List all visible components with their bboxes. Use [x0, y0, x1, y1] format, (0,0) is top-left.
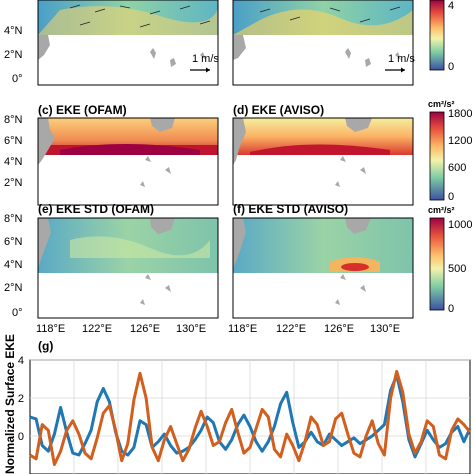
y-axis-label: Normalized Surface EKE	[3, 334, 17, 474]
panel-title: (d) EKE (AVISO)	[233, 103, 324, 117]
lat-tick: 4°N	[4, 25, 23, 37]
colorbar-tick: 4	[448, 0, 454, 12]
lon-tick: 122°E	[82, 323, 112, 335]
colorbar-tick: 1800	[448, 108, 472, 120]
vector-scale-label: 1 m/s	[192, 53, 219, 65]
vector-scale-label: 1 m/s	[388, 53, 415, 65]
land	[38, 118, 55, 165]
lon-tick: 126°E	[324, 323, 354, 335]
colorbar-eke: cm²/s² 1800 1200 600 0	[428, 99, 472, 203]
panel-c: (c) EKE (OFAM) 8°N 6°N 4°N 2°N	[4, 103, 219, 206]
colorbar-top: 4 0	[429, 0, 454, 73]
colorbar-tick: 0	[448, 61, 454, 73]
colorbar-tick: 1000	[448, 219, 472, 231]
colorbar-unit: cm²/s²	[428, 205, 455, 215]
y-tick-label: 4	[18, 355, 24, 367]
series-line-2	[29, 369, 472, 466]
colorbar-tick: 1200	[448, 135, 472, 147]
lat-tick: 6°N	[4, 135, 23, 147]
lat-tick: 2°N	[4, 282, 23, 294]
lat-tick: 4°N	[4, 156, 23, 168]
panel-g: 4 2 0	[18, 355, 472, 474]
vector-field	[69, 4, 211, 28]
lat-tick: 2°N	[4, 49, 23, 61]
colorbar-tick: 500	[448, 263, 466, 275]
colorbar-tick: 0	[448, 191, 454, 203]
colorbar-tick: 0	[448, 303, 454, 315]
panel-f: (f) EKE STD (AVISO)	[232, 202, 414, 319]
lon-axis-e: 118°E 122°E 126°E 130°E	[36, 323, 206, 335]
lon-tick: 118°E	[228, 323, 257, 335]
lon-tick: 122°E	[276, 323, 306, 335]
lat-tick: 2°N	[4, 177, 23, 189]
colorbar-std: cm²/s² 1000 500 0	[428, 205, 472, 315]
lat-tick: 0°	[12, 73, 23, 85]
panel-title: (f) EKE STD (AVISO)	[233, 202, 348, 216]
land	[150, 118, 175, 132]
y-tick-label: 0	[18, 431, 24, 443]
lon-tick: 126°E	[130, 323, 160, 335]
panel-title: (g)	[38, 339, 53, 353]
panel-title: (e) EKE STD (OFAM)	[38, 202, 154, 216]
panel-title: (c) EKE (OFAM)	[38, 103, 127, 117]
lat-tick: 4°N	[4, 259, 23, 271]
lat-tick: 8°N	[4, 114, 23, 126]
y-tick-label: 2	[18, 393, 24, 405]
panel-a: 1 m/s 4°N 2°N 0°	[4, 0, 219, 86]
lon-axis-f: 118°E 122°E 126°E 130°E	[228, 323, 400, 335]
lat-tick: 0°	[12, 307, 23, 319]
colorbar-tick: 600	[448, 162, 466, 174]
lat-tick: 6°N	[4, 236, 23, 248]
lat-tick: 8°N	[4, 213, 23, 225]
panel-d: (d) EKE (AVISO)	[232, 103, 414, 206]
colorbar-unit: cm²/s²	[428, 99, 455, 109]
lon-tick: 130°E	[176, 323, 206, 335]
panel-b: 1 m/s	[232, 0, 415, 86]
lon-tick: 118°E	[36, 323, 65, 335]
panel-e: (e) EKE STD (OFAM) 8°N 6°N 4°N 2°N 0°	[4, 202, 219, 319]
lon-tick: 130°E	[370, 323, 400, 335]
